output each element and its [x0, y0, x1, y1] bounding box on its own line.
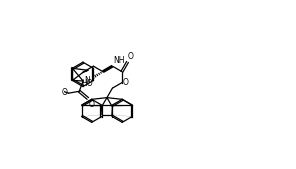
Text: O: O — [123, 78, 128, 87]
Text: O: O — [128, 52, 134, 62]
Text: O: O — [62, 88, 67, 97]
Text: HO: HO — [81, 79, 93, 88]
Text: O: O — [89, 100, 94, 109]
Text: N: N — [84, 76, 90, 86]
Text: NH: NH — [113, 56, 124, 65]
